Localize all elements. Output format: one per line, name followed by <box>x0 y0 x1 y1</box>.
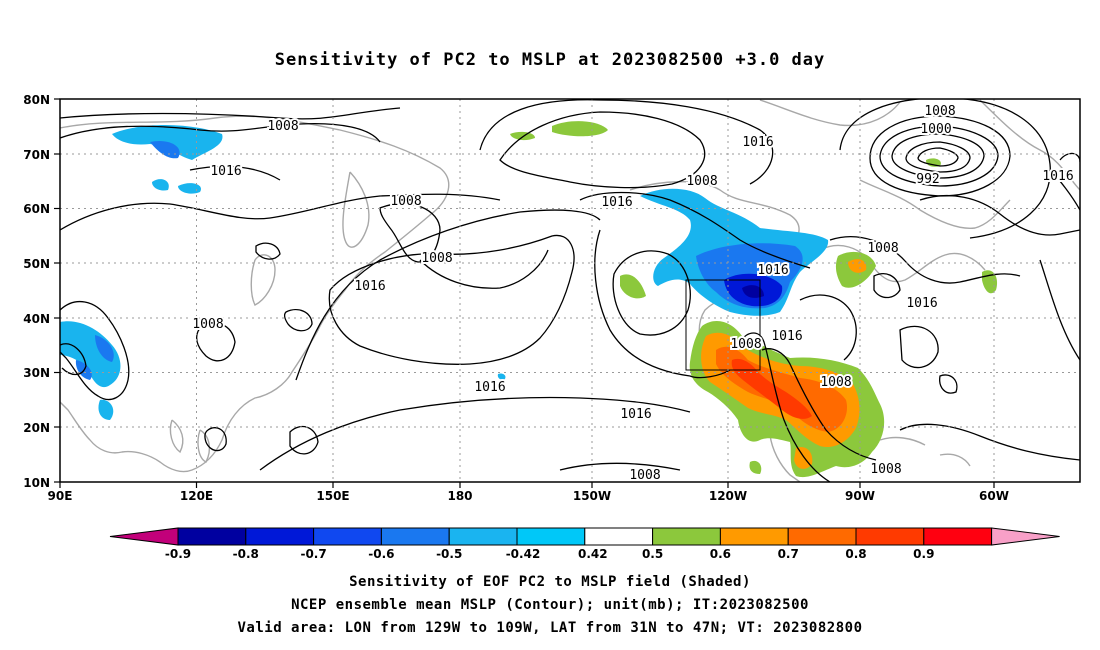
colorbar-box <box>855 527 925 546</box>
contour-label: 1008 <box>390 194 421 209</box>
contour-label: 1016 <box>620 407 651 422</box>
colorbar-box <box>448 527 518 546</box>
colorbar-labels: -0.9 -0.8 -0.7 -0.6 -0.5 -0.42 0.42 0.5 0.6 0.7 0.… <box>165 547 935 561</box>
lat-label-20n: 20N <box>23 421 50 435</box>
contour-label: 1016 <box>771 329 802 344</box>
lon-label-90e: 90E <box>48 489 73 503</box>
figure-title: Sensitivity of PC2 to MSLP at 2023082500… <box>274 50 826 70</box>
contour-label: 1008 <box>267 119 298 134</box>
colorbar-tick-label: -0.6 <box>368 547 394 561</box>
contour-label: 1016 <box>742 135 773 150</box>
contour-label: 992 <box>916 172 939 187</box>
contour-label: 1008 <box>192 317 223 332</box>
colorbar-tick-label: -0.8 <box>233 547 259 561</box>
mslp-contours <box>60 99 1080 482</box>
contour-label: 1016 <box>354 279 385 294</box>
colorbar-box <box>719 527 789 546</box>
lon-label-60w: 60W <box>979 489 1009 503</box>
colorbar-tick-label: 0.9 <box>913 547 934 561</box>
lat-label-30n: 30N <box>23 366 50 380</box>
plot-frame <box>59 98 1081 483</box>
lat-label-50n: 50N <box>23 257 50 271</box>
shaded-sensitivity <box>60 121 998 478</box>
contour-label: 1008 <box>867 241 898 256</box>
caption-line-3: Valid area: LON from 129W to 109W, LAT f… <box>237 620 863 636</box>
colorbar-arrow-low <box>109 527 179 546</box>
contour-label: 1008 <box>730 337 761 352</box>
lon-label-90w: 90W <box>845 489 875 503</box>
contour-label: 1016 <box>757 263 788 278</box>
tick-marks <box>54 98 995 488</box>
colorbar-box <box>652 527 721 546</box>
colorbar-tick-label: -0.42 <box>506 547 541 561</box>
colorbar-box <box>313 527 382 546</box>
contour-label: 1008 <box>820 375 851 390</box>
colorbar-tick-label: -0.5 <box>436 547 462 561</box>
lon-label-150e: 150E <box>316 489 349 503</box>
colorbar-box <box>584 527 654 546</box>
contour-label: 1016 <box>906 296 937 311</box>
contour-label: 1016 <box>601 195 632 210</box>
lat-label-60n: 60N <box>23 202 50 216</box>
colorbar-tick-label: 0.5 <box>642 547 663 561</box>
colorbar <box>109 527 1060 546</box>
caption-line-2: NCEP ensemble mean MSLP (Contour); unit(… <box>291 597 809 613</box>
contour-label: 1008 <box>686 174 717 189</box>
latitude-labels: 80N 70N 60N 50N 40N 30N 20N 10N <box>23 93 50 490</box>
colorbar-arrow-high <box>991 527 1060 546</box>
colorbar-tick-label: 0.42 <box>578 547 608 561</box>
lon-label-150w: 150W <box>573 489 611 503</box>
colorbar-box <box>787 527 857 546</box>
coastlines <box>60 99 1080 482</box>
contour-label: 1016 <box>1042 169 1073 184</box>
contour-label: 1008 <box>924 104 955 119</box>
colorbar-tick-label: -0.7 <box>300 547 326 561</box>
contour-label: 1008 <box>421 251 452 266</box>
lon-label-180: 180 <box>447 489 472 503</box>
colorbar-tick-label: 0.6 <box>710 547 731 561</box>
lat-label-40n: 40N <box>23 312 50 326</box>
longitude-labels: 90E 120E 150E 180 150W 120W 90W 60W <box>48 489 1009 503</box>
lat-label-80n: 80N <box>23 93 50 107</box>
colorbar-box <box>380 527 450 546</box>
contour-labels: 1008 1016 1016 1008 1008 1016 1008 1016 … <box>190 102 1075 485</box>
contour-label: 1016 <box>210 164 241 179</box>
colorbar-tick-label: 0.7 <box>778 547 799 561</box>
colorbar-box <box>923 527 993 546</box>
lat-label-10n: 10N <box>23 476 50 490</box>
colorbar-box <box>516 527 586 546</box>
colorbar-box <box>245 527 315 546</box>
lat-label-70n: 70N <box>23 148 50 162</box>
lon-label-120w: 120W <box>709 489 747 503</box>
contour-label: 1016 <box>474 380 505 395</box>
contour-label: 1008 <box>629 468 660 483</box>
caption-line-1: Sensitivity of EOF PC2 to MSLP field (Sh… <box>349 574 751 590</box>
colorbar-box <box>177 527 247 546</box>
gridlines <box>60 99 1080 482</box>
colorbar-tick-label: 0.8 <box>845 547 866 561</box>
lon-label-120e: 120E <box>180 489 213 503</box>
contour-label: 1000 <box>920 122 951 137</box>
contour-label: 1008 <box>870 462 901 477</box>
colorbar-tick-label: -0.9 <box>165 547 191 561</box>
